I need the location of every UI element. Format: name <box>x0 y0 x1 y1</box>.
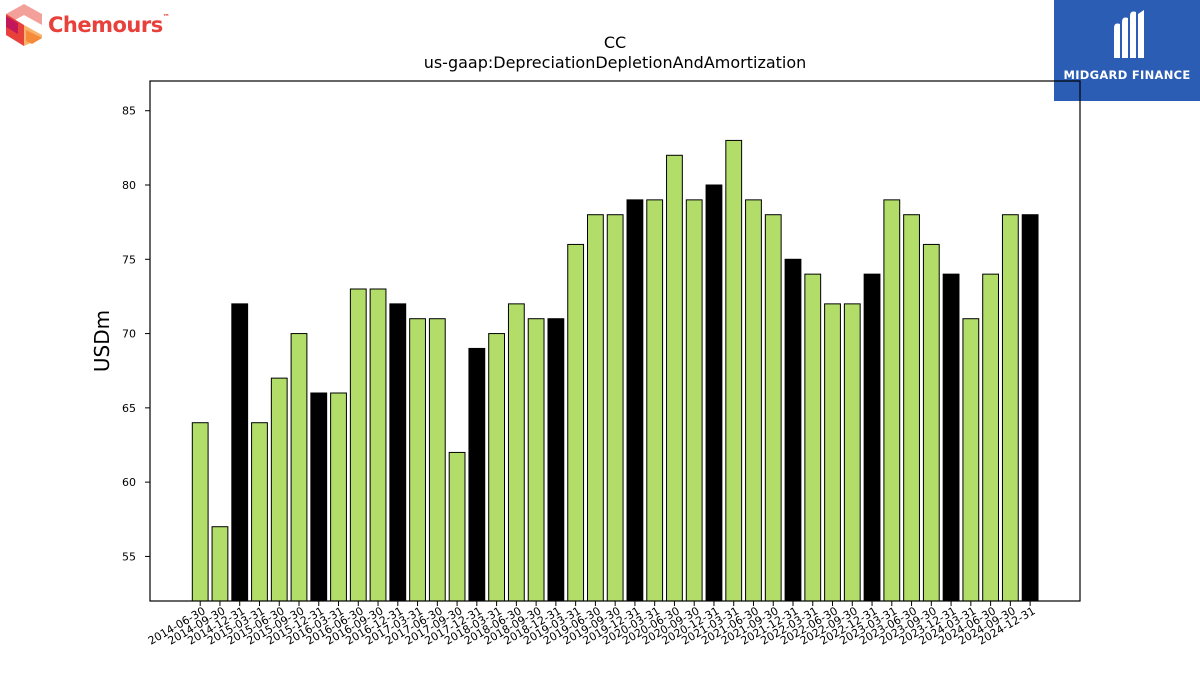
bar <box>389 303 407 602</box>
bar <box>824 303 841 602</box>
chart-title: CC <box>603 33 627 52</box>
bar <box>843 303 861 602</box>
chemours-hexagon-icon <box>6 4 42 46</box>
bar <box>606 214 624 602</box>
bar <box>428 318 446 602</box>
bar <box>705 184 723 602</box>
bar <box>666 154 683 602</box>
y-tick-label: 85 <box>122 105 136 118</box>
bar <box>942 273 960 602</box>
bar <box>527 318 545 602</box>
y-axis-label: USDm <box>90 310 114 372</box>
bar <box>764 214 782 602</box>
bar <box>922 243 940 602</box>
chemours-logo: Chemours™ <box>4 4 170 46</box>
y-tick-label: 70 <box>122 328 136 341</box>
bar <box>725 139 743 602</box>
bar <box>685 199 703 602</box>
midgard-finance-logo: MIDGARD FINANCE <box>1054 0 1200 101</box>
bar <box>863 273 881 602</box>
bar <box>883 199 901 602</box>
bar <box>468 347 486 602</box>
y-tick-label: 60 <box>122 476 136 489</box>
bar <box>488 333 506 602</box>
bar <box>507 303 525 602</box>
bar <box>211 526 229 602</box>
bar <box>745 199 762 602</box>
bar <box>251 422 268 602</box>
bar <box>567 243 585 602</box>
bar <box>1001 214 1019 602</box>
chemours-wordmark: Chemours™ <box>48 13 170 37</box>
y-tick-label: 80 <box>122 179 136 192</box>
bar <box>191 422 209 602</box>
bar <box>349 288 367 602</box>
bar <box>804 273 822 602</box>
bar <box>270 377 288 602</box>
bar <box>646 199 664 602</box>
bar <box>290 333 308 602</box>
bar <box>547 318 565 602</box>
bar <box>903 214 920 602</box>
bar <box>962 318 980 602</box>
bar <box>1021 214 1039 602</box>
bar <box>231 303 249 602</box>
y-tick-label: 75 <box>122 253 136 266</box>
bar <box>626 199 644 602</box>
bar <box>409 318 426 602</box>
bar <box>369 288 387 602</box>
bar <box>982 273 1000 602</box>
bar <box>330 392 347 602</box>
chart-subtitle: us-gaap:DepreciationDepletionAndAmortiza… <box>423 53 807 72</box>
bar <box>587 214 604 602</box>
y-tick-label: 65 <box>122 402 136 415</box>
midgard-emblem-icon <box>1114 10 1144 58</box>
y-tick-label: 55 <box>122 550 136 563</box>
midgard-finance-text: MIDGARD FINANCE <box>1063 68 1191 82</box>
bar <box>310 392 328 602</box>
bar <box>448 451 466 602</box>
bar <box>784 258 802 602</box>
